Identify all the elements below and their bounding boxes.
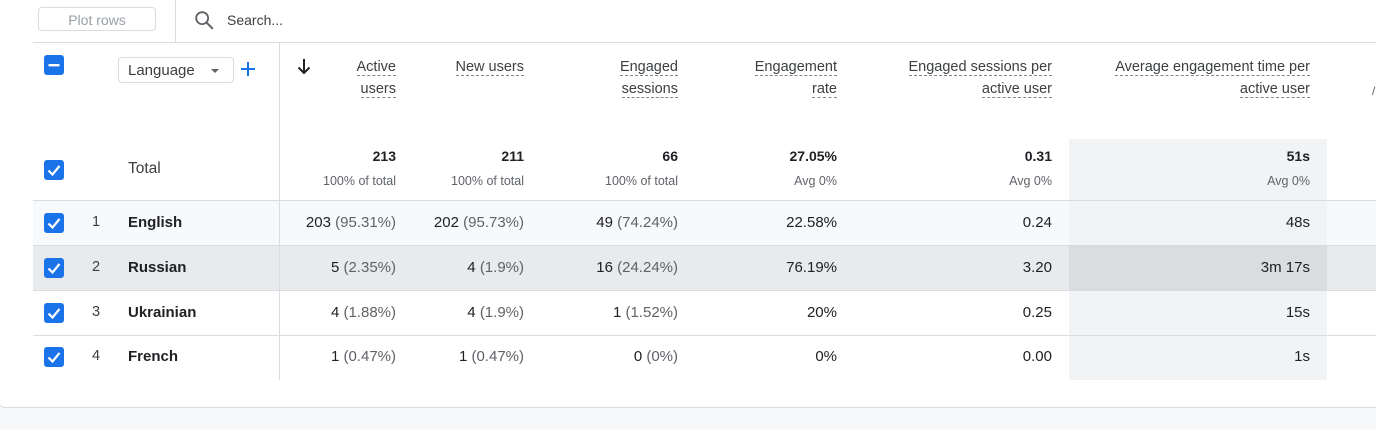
sorted-column-shade-row1 (1069, 201, 1327, 245)
row-language: Ukrainian (128, 304, 197, 321)
column-header-active-users[interactable]: Active users (356, 59, 396, 98)
cell-active-users: 203 (95.31%) (305, 214, 396, 231)
row-checkbox[interactable] (44, 258, 64, 278)
row-divider (33, 200, 1376, 201)
dimension-selector[interactable]: Language (118, 57, 234, 83)
dimension-selector-label: Language (128, 62, 195, 79)
dimension-column-divider (279, 42, 280, 380)
column-header-engaged-sessions-per-active-user[interactable]: Engaged sessions per active user (908, 59, 1052, 98)
column-header-average-engagement-time[interactable]: Average engagement time per active user (1115, 59, 1310, 98)
row-language: French (128, 348, 179, 365)
row-checkbox[interactable] (44, 303, 64, 323)
total-engaged-sessions-per-user: 0.31 (1024, 148, 1052, 164)
total-engaged-sessions-sub: 100% of total (605, 174, 678, 188)
sorted-column-shade-row3 (1069, 291, 1327, 335)
row-index: 3 (91, 304, 101, 320)
total-engaged-sessions: 66 (662, 148, 678, 164)
cell-engagement-rate: 20% (806, 304, 837, 321)
search-input[interactable] (227, 10, 627, 30)
cell-engagement-rate: 76.19% (786, 259, 837, 276)
sorted-column-shade-row4 (1069, 336, 1327, 380)
cell-engaged-sessions: 1 (1.52%) (612, 304, 678, 321)
totals-label: Total (128, 160, 161, 177)
cell-average-engagement-time: 3m 17s (1260, 259, 1310, 276)
cell-active-users: 4 (1.88%) (330, 304, 396, 321)
total-active-users-sub: 100% of total (323, 174, 396, 188)
cell-engagement-rate: 0% (815, 348, 837, 365)
cell-engaged-sessions-per-user: 0.00 (1022, 348, 1052, 365)
sorted-column-shade-row2 (1069, 246, 1327, 290)
cell-average-engagement-time: 48s (1285, 214, 1310, 231)
cell-active-users: 5 (2.35%) (330, 259, 396, 276)
total-new-users-sub: 100% of total (451, 174, 524, 188)
row-checkbox[interactable] (44, 347, 64, 367)
table-toolbar: Plot rows (0, 0, 1376, 42)
total-engagement-rate-sub: Avg 0% (794, 174, 837, 188)
total-engagement-rate: 27.05% (789, 148, 837, 164)
cell-average-engagement-time: 1s (1294, 348, 1310, 365)
row-language: Russian (128, 259, 187, 276)
row-checkbox[interactable] (44, 213, 64, 233)
cell-new-users: 4 (1.9%) (467, 259, 524, 276)
row-divider (33, 245, 1376, 246)
plot-rows-button[interactable]: Plot rows (38, 7, 156, 31)
column-header-new-users[interactable]: New users (455, 59, 524, 76)
totals-checkbox[interactable] (44, 160, 64, 180)
cell-new-users: 1 (0.47%) (458, 348, 524, 365)
cell-engagement-rate: 22.58% (786, 214, 837, 231)
cell-engaged-sessions-per-user: 0.25 (1022, 304, 1052, 321)
cell-new-users: 4 (1.9%) (467, 304, 524, 321)
total-active-users: 213 (372, 148, 396, 164)
row-divider (33, 335, 1376, 336)
cell-new-users: 202 (95.73%) (433, 214, 524, 231)
chevron-down-icon (211, 69, 219, 73)
row-divider (33, 290, 1376, 291)
select-all-checkbox[interactable] (44, 55, 64, 75)
search-icon (195, 11, 214, 30)
column-header-engagement-rate[interactable]: Engagement rate (754, 59, 837, 98)
total-new-users: 211 (501, 148, 524, 164)
sort-descending-icon[interactable] (294, 57, 314, 77)
cell-engaged-sessions: 49 (74.24%) (596, 214, 678, 231)
total-average-engagement-time-sub: Avg 0% (1267, 174, 1310, 188)
header-divider (33, 42, 1376, 43)
add-dimension-icon[interactable] (238, 59, 258, 79)
cell-average-engagement-time: 15s (1285, 304, 1310, 321)
column-header-engaged-sessions[interactable]: Engaged sessions (619, 59, 678, 98)
cell-engaged-sessions-per-user: 3.20 (1022, 259, 1052, 276)
total-average-engagement-time: 51s (1286, 148, 1310, 164)
row-index: 2 (91, 259, 101, 275)
sorted-column-shade-total (1069, 139, 1327, 201)
total-engaged-sessions-per-user-sub: Avg 0% (1009, 174, 1052, 188)
next-column-header-partial: / (1372, 84, 1376, 98)
cell-active-users: 1 (0.47%) (330, 348, 396, 365)
row-language: English (128, 214, 183, 231)
toolbar-divider (175, 0, 176, 42)
row-index: 1 (91, 214, 101, 230)
cell-engaged-sessions-per-user: 0.24 (1022, 214, 1052, 231)
cell-engaged-sessions: 0 (0%) (633, 348, 678, 365)
cell-engaged-sessions: 16 (24.24%) (596, 259, 678, 276)
row-index: 4 (91, 348, 101, 364)
